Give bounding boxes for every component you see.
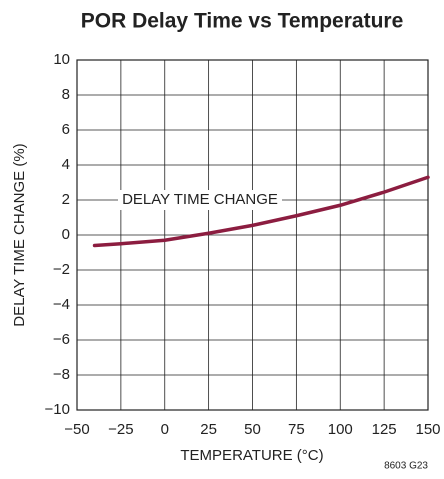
plot-frame <box>76 59 429 411</box>
figure-code: 8603 G23 <box>384 461 428 472</box>
data-line <box>92 175 430 248</box>
x-tick-label: −25 <box>108 421 133 438</box>
y-tick-label: 8 <box>62 86 70 103</box>
y-tick-label: −8 <box>53 366 70 383</box>
x-tick-label: 150 <box>415 421 440 438</box>
series-label: DELAY TIME CHANGE <box>122 191 278 208</box>
y-tick-label: −10 <box>45 401 70 418</box>
x-tick-label: 100 <box>328 421 353 438</box>
y-tick-label: 10 <box>53 51 70 68</box>
x-tick-label: 50 <box>244 421 261 438</box>
y-tick-label: −4 <box>53 296 70 313</box>
x-tick-label: −50 <box>64 421 89 438</box>
x-axis-label: TEMPERATURE (°C) <box>180 447 323 464</box>
x-tick-label: 125 <box>372 421 397 438</box>
y-tick-label: −6 <box>53 331 70 348</box>
y-tick-label: 2 <box>62 191 70 208</box>
x-tick-label: 25 <box>200 421 217 438</box>
y-tick-label: 0 <box>62 226 70 243</box>
x-tick-label: 75 <box>288 421 305 438</box>
y-tick-label: −2 <box>53 261 70 278</box>
x-tick-label: 0 <box>161 421 169 438</box>
y-tick-label: 4 <box>62 156 70 173</box>
label-background <box>118 190 282 210</box>
y-axis-label: DELAY TIME CHANGE (%) <box>11 143 28 326</box>
y-tick-label: 6 <box>62 121 70 138</box>
chart-title: POR Delay Time vs Temperature <box>81 10 404 33</box>
